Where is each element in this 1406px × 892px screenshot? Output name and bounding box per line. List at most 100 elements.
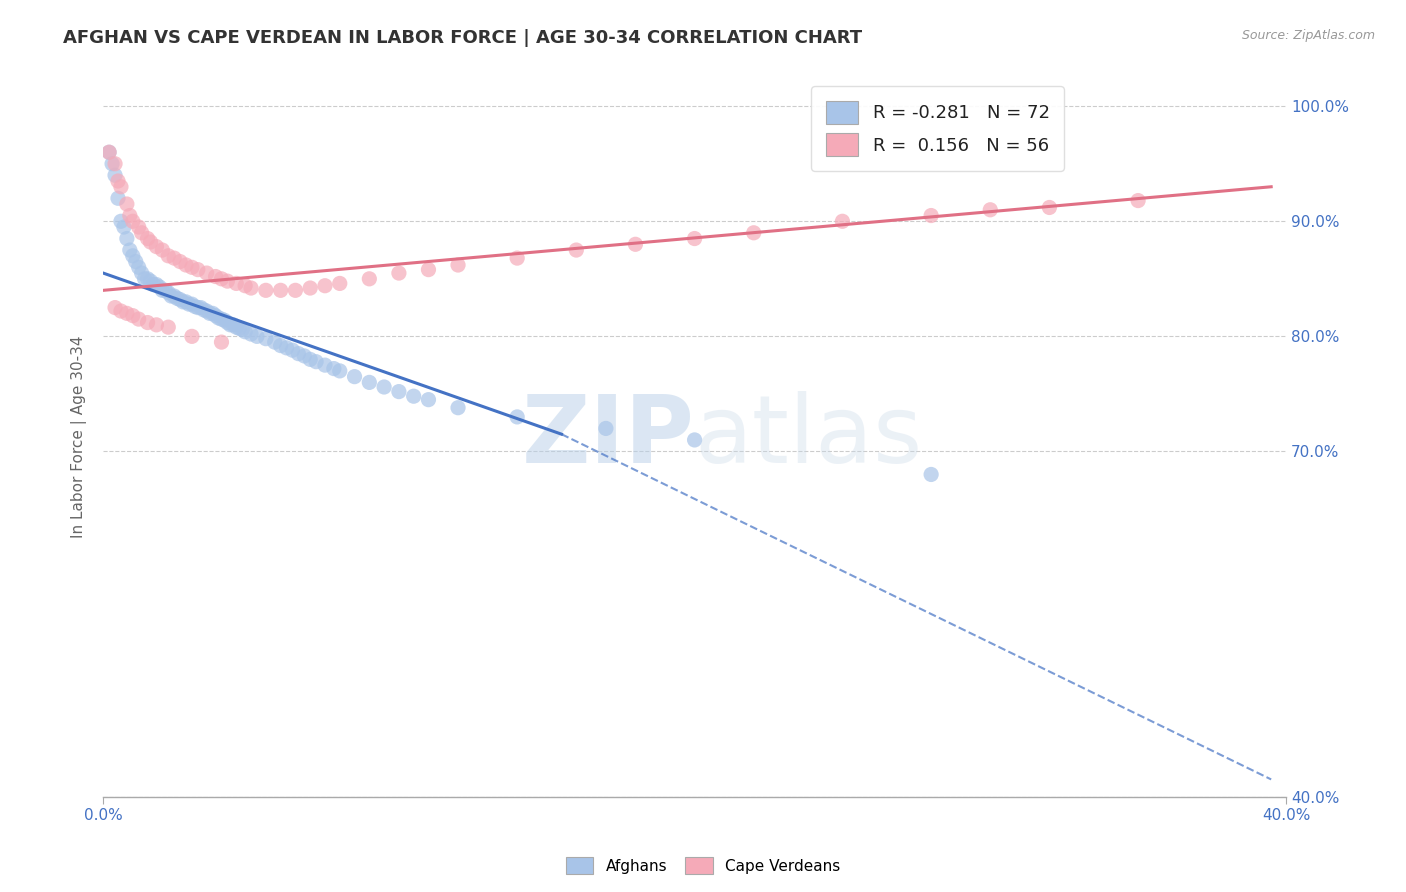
Point	[169, 293, 191, 307]
Point	[98, 145, 121, 160]
Point	[831, 214, 853, 228]
Point	[979, 202, 1001, 217]
Point	[329, 364, 352, 378]
Point	[211, 312, 233, 326]
Point	[110, 214, 132, 228]
Point	[314, 278, 336, 293]
Point	[211, 335, 233, 350]
Point	[240, 281, 263, 295]
Point	[402, 389, 425, 403]
Point	[115, 231, 138, 245]
Point	[214, 313, 236, 327]
Point	[418, 262, 440, 277]
Point	[157, 249, 180, 263]
Point	[305, 354, 328, 368]
Point	[299, 352, 322, 367]
Point	[121, 214, 143, 228]
Point	[217, 274, 239, 288]
Point	[287, 346, 309, 360]
Legend: Afghans, Cape Verdeans: Afghans, Cape Verdeans	[560, 851, 846, 880]
Point	[1126, 194, 1149, 208]
Point	[112, 220, 135, 235]
Point	[169, 254, 191, 268]
Point	[270, 338, 292, 352]
Point	[172, 294, 194, 309]
Point	[163, 289, 186, 303]
Point	[204, 309, 226, 323]
Point	[177, 297, 200, 311]
Text: AFGHAN VS CAPE VERDEAN IN LABOR FORCE | AGE 30-34 CORRELATION CHART: AFGHAN VS CAPE VERDEAN IN LABOR FORCE | …	[63, 29, 862, 46]
Point	[198, 306, 221, 320]
Point	[314, 358, 336, 372]
Point	[174, 258, 197, 272]
Point	[254, 332, 277, 346]
Point	[299, 281, 322, 295]
Point	[107, 174, 129, 188]
Point	[139, 235, 162, 249]
Point	[136, 272, 159, 286]
Point	[195, 304, 218, 318]
Point	[447, 401, 470, 415]
Point	[128, 260, 150, 275]
Point	[233, 325, 256, 339]
Point	[207, 310, 229, 325]
Point	[118, 243, 141, 257]
Point	[110, 304, 132, 318]
Point	[136, 316, 159, 330]
Point	[204, 269, 226, 284]
Point	[683, 433, 706, 447]
Point	[447, 258, 470, 272]
Point	[180, 297, 202, 311]
Point	[157, 320, 180, 334]
Point	[742, 226, 765, 240]
Point	[174, 294, 197, 309]
Point	[624, 237, 647, 252]
Point	[193, 302, 215, 317]
Point	[107, 191, 129, 205]
Point	[139, 274, 162, 288]
Point	[359, 272, 381, 286]
Point	[104, 157, 127, 171]
Point	[150, 243, 173, 257]
Point	[1038, 201, 1060, 215]
Point	[195, 266, 218, 280]
Point	[104, 301, 127, 315]
Point	[506, 409, 529, 424]
Point	[101, 157, 124, 171]
Point	[145, 277, 167, 292]
Point	[292, 349, 315, 363]
Point	[118, 209, 141, 223]
Point	[217, 316, 239, 330]
Point	[418, 392, 440, 407]
Point	[225, 277, 247, 291]
Point	[155, 283, 177, 297]
Point	[136, 231, 159, 245]
Point	[104, 168, 127, 182]
Point	[184, 300, 207, 314]
Point	[187, 301, 209, 315]
Point	[121, 309, 143, 323]
Point	[180, 260, 202, 275]
Point	[225, 320, 247, 334]
Point	[322, 361, 344, 376]
Point	[121, 249, 143, 263]
Point	[329, 277, 352, 291]
Point	[190, 301, 212, 315]
Point	[228, 321, 250, 335]
Legend: R = -0.281   N = 72, R =  0.156   N = 56: R = -0.281 N = 72, R = 0.156 N = 56	[811, 87, 1064, 170]
Point	[506, 251, 529, 265]
Point	[115, 197, 138, 211]
Point	[231, 322, 253, 336]
Y-axis label: In Labor Force | Age 30-34: In Labor Force | Age 30-34	[72, 335, 87, 538]
Point	[131, 226, 153, 240]
Point	[276, 341, 298, 355]
Point	[142, 277, 165, 292]
Point	[281, 343, 304, 358]
Point	[98, 145, 121, 160]
Point	[145, 318, 167, 332]
Point	[187, 262, 209, 277]
Point	[115, 306, 138, 320]
Point	[157, 285, 180, 300]
Point	[284, 283, 307, 297]
Point	[222, 318, 245, 332]
